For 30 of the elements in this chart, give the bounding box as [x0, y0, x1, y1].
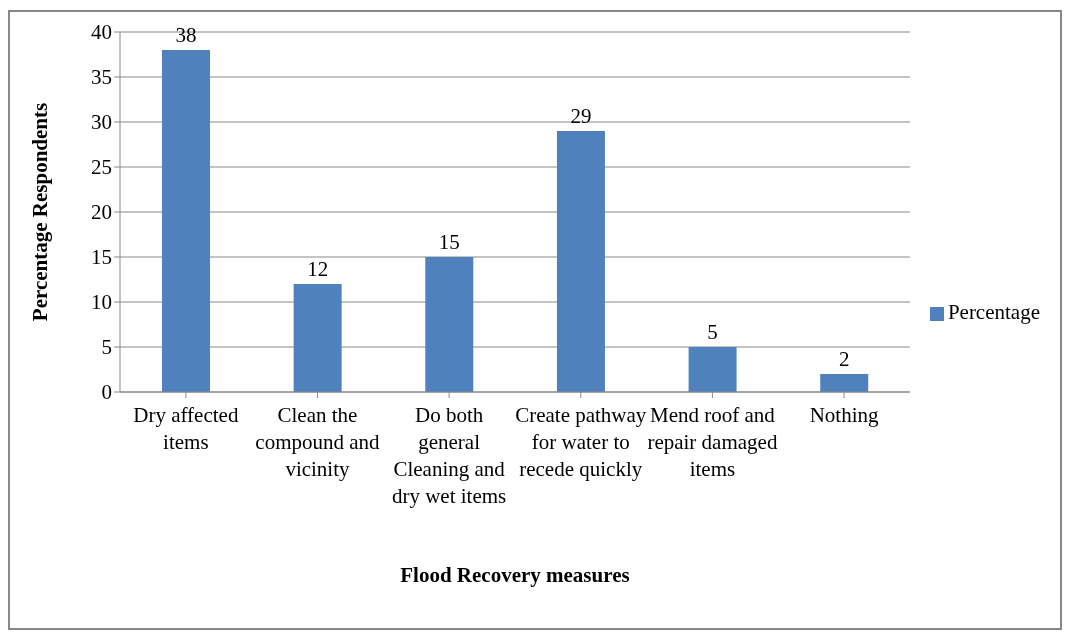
data-label: 5: [707, 320, 718, 344]
y-tick-label: 10: [91, 290, 112, 315]
data-label: 38: [175, 23, 197, 47]
y-tick-label: 25: [91, 155, 112, 180]
x-tick-label: Clean the compound and vicinity: [255, 403, 381, 481]
y-tick-label: 0: [101, 380, 112, 405]
bar: [688, 347, 737, 392]
y-tick-label: 35: [91, 65, 112, 90]
y-tick-label: 20: [91, 200, 112, 225]
bar: [556, 131, 605, 392]
y-tick-label: 30: [91, 110, 112, 135]
data-label: 15: [438, 230, 460, 254]
y-tick-label: 40: [91, 20, 112, 45]
x-tick-label: Nothing: [809, 403, 879, 427]
x-tick-label: Do both general Cleaning and dry wet items: [391, 403, 507, 508]
y-tick-label: 15: [91, 245, 112, 270]
data-label: 12: [307, 257, 329, 281]
y-tick-label: 5: [101, 335, 112, 360]
bar: [162, 50, 210, 392]
data-label: 29: [570, 104, 592, 128]
legend-label: Percentage: [947, 299, 1040, 324]
bar: [820, 374, 869, 392]
y-axis-title: Percentage Respondents: [28, 102, 53, 322]
x-tick-label: Create pathway for water to recede quickly: [515, 403, 647, 481]
x-axis-title: Flood Recovery measures: [400, 563, 630, 587]
x-tick-label: Mend roof and repair damaged items: [647, 403, 778, 481]
bar: [293, 284, 342, 392]
x-tick-label: Dry affected items: [133, 403, 239, 454]
data-label: 2: [838, 347, 850, 371]
bar: [425, 257, 474, 392]
